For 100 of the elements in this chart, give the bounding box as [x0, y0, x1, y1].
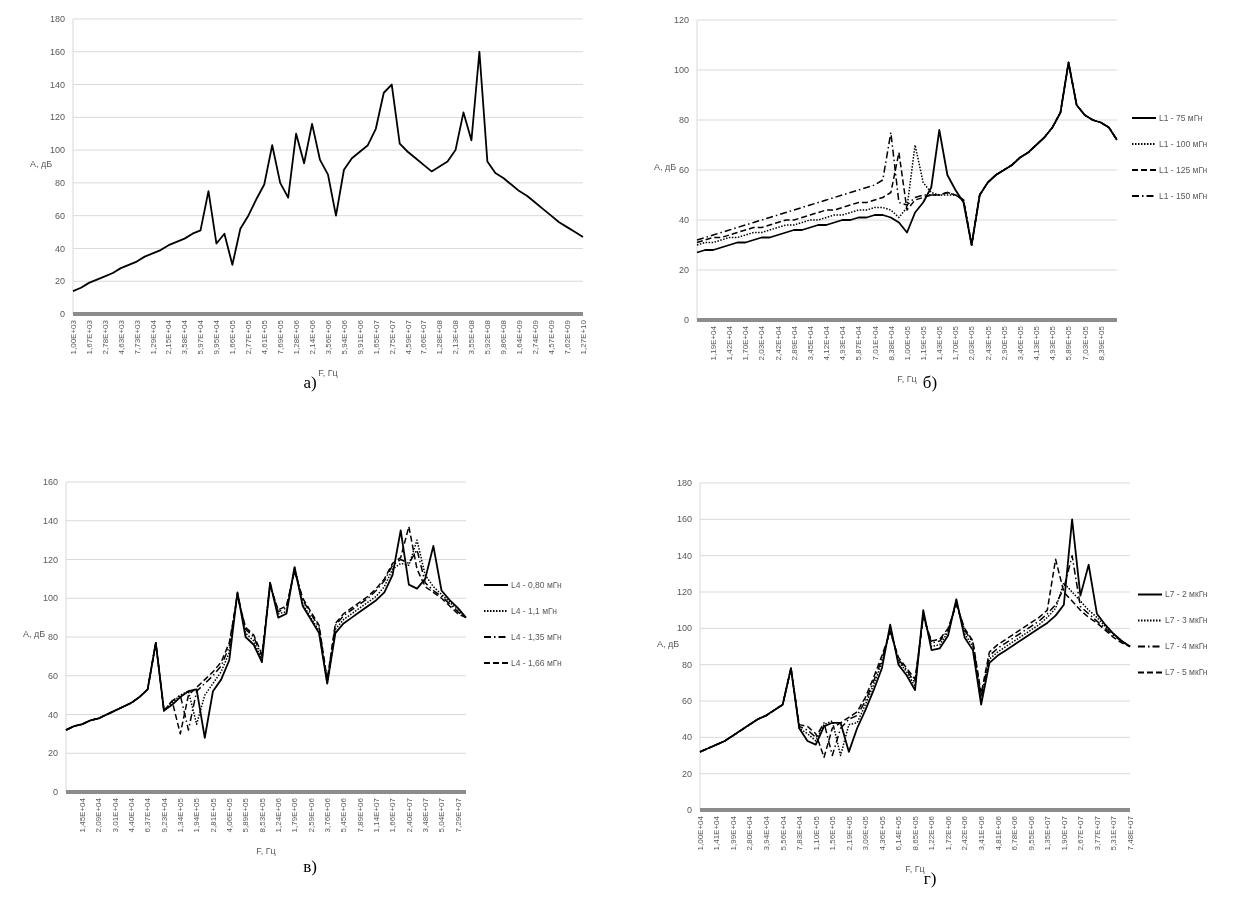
x-tick-label: 1,35E+07 — [1043, 815, 1053, 851]
y-tick-label: 140 — [676, 550, 692, 561]
x-tick-label: 4,93E+04 — [838, 325, 848, 361]
x-tick-label: 6,78E+06 — [1010, 815, 1020, 851]
x-tick-label: 2,81E+05 — [208, 797, 218, 833]
x-tick-label: 5,89E+05 — [241, 797, 251, 833]
y-tick-label: 20 — [54, 276, 65, 287]
x-tick-label: 9,55E+06 — [1026, 815, 1036, 851]
y-tick-label: 40 — [678, 215, 689, 226]
legend-label: L7 - 2 мкГн — [1165, 589, 1208, 600]
x-tick-label: 5,04E+07 — [437, 797, 447, 833]
x-tick-label: 1,66E+07 — [388, 797, 398, 833]
x-tick-label: 4,59E+07 — [403, 319, 413, 355]
y-tick-label: 60 — [47, 670, 58, 681]
x-tick-label: 1,56E+05 — [828, 815, 838, 851]
x-tick-label: 2,03E+05 — [967, 325, 977, 361]
text: б) — [922, 373, 938, 392]
x-tick-label: 2,13E+08 — [451, 319, 461, 355]
y-tick-label: 20 — [47, 748, 58, 759]
y-tick-label: 60 — [678, 165, 689, 176]
y-tick-label: 40 — [47, 709, 58, 720]
y-tick-label: 80 — [47, 632, 58, 643]
x-tick-label: 9,23E+04 — [159, 797, 169, 833]
y-tick-label: 120 — [49, 112, 65, 123]
text: в) — [303, 857, 317, 876]
legend-label: L7 - 3 мкГн — [1165, 615, 1208, 626]
x-tick-label: 2,19E+05 — [844, 815, 854, 851]
legend-label: L4 - 1,66 мГн — [511, 657, 562, 668]
x-tick-label: 1,99E+04 — [728, 815, 738, 851]
x-tick-label: 5,87E+04 — [854, 325, 864, 361]
x-tick-label: 5,45E+06 — [339, 797, 349, 833]
x-tick-label: 1,41E+04 — [712, 815, 722, 851]
y-tick-label: 100 — [49, 145, 65, 156]
x-tick-label: 7,69E+05 — [275, 319, 285, 355]
x-tick-label: 2,74E+09 — [530, 319, 540, 355]
x-tick-label: 1,67E+03 — [84, 319, 94, 355]
y-tick-label: 140 — [49, 79, 65, 90]
legend-label: L7 - 5 мкГн — [1165, 667, 1208, 678]
x-tick-label: 1,19E+04 — [708, 325, 718, 361]
x-tick-label: 1,72E+06 — [943, 815, 953, 851]
x-tick-label: 1,65E+07 — [371, 319, 381, 355]
x-tick-label: 7,29E+07 — [453, 797, 463, 833]
x-tick-label: 1,00E+04 — [695, 815, 705, 851]
y-tick-label: 80 — [678, 115, 689, 126]
x-tick-label: 3,77E+07 — [1092, 815, 1102, 851]
x-tick-label: 2,14E+06 — [307, 319, 317, 355]
x-tick-label: 4,57E+09 — [546, 319, 556, 355]
y-tick-label: 80 — [54, 178, 65, 189]
y-axis-title: А, дБ — [656, 638, 680, 649]
legend-label: L1 - 150 мГн — [1159, 190, 1208, 201]
y-tick-label: 120 — [42, 554, 58, 565]
x-tick-label: 8,39E+05 — [1096, 325, 1106, 361]
x-tick-label: 3,09E+05 — [861, 815, 871, 851]
y-tick-label: 20 — [681, 768, 692, 779]
y-tick-label: 100 — [673, 65, 689, 76]
y-tick-label: 160 — [49, 46, 65, 57]
x-tick-label: 3,41E+06 — [976, 815, 986, 851]
y-axis-title: А, дБ — [29, 158, 53, 169]
x-tick-label: 1,90E+07 — [1059, 815, 1069, 851]
x-tick-label: 7,89E+06 — [355, 797, 365, 833]
y-tick-label: 180 — [49, 14, 65, 25]
x-tick-label: 4,81E+06 — [993, 815, 1003, 851]
y-tick-label: 40 — [681, 732, 692, 743]
x-axis-title: F, Гц — [905, 864, 925, 874]
x-tick-label: 1,42E+04 — [725, 325, 735, 361]
y-tick-label: 160 — [676, 514, 692, 525]
x-axis-title: F, Гц — [897, 374, 917, 384]
y-tick-label: 20 — [678, 265, 689, 276]
x-tick-label: 1,28E+08 — [435, 319, 445, 355]
legend-label: L4 - 1,1 мГн — [511, 605, 558, 616]
x-tick-label: 1,94E+05 — [192, 797, 202, 833]
x-tick-label: 4,36E+05 — [877, 815, 887, 851]
y-tick-label: 0 — [686, 805, 692, 816]
text: г) — [923, 869, 937, 888]
x-tick-label: 2,43E+05 — [983, 325, 993, 361]
y-tick-label: 0 — [52, 787, 58, 798]
y-tick-label: 0 — [683, 315, 689, 326]
y-tick-label: 80 — [681, 659, 692, 670]
x-tick-label: 1,45E+04 — [78, 797, 88, 833]
x-tick-label: 1,79E+06 — [290, 797, 300, 833]
x-tick-label: 1,28E+06 — [291, 319, 301, 355]
x-tick-label: 2,42E+06 — [960, 815, 970, 851]
text: а) — [303, 373, 317, 392]
y-axis-title: А, дБ — [22, 629, 46, 639]
x-tick-label: 1,24E+06 — [274, 797, 284, 833]
x-tick-label: 1,27E+10 — [578, 319, 588, 355]
x-axis-title: F, Гц — [256, 846, 276, 856]
x-tick-label: 2,80E+04 — [745, 815, 755, 851]
x-tick-label: 7,83E+04 — [795, 815, 805, 851]
y-tick-label: 100 — [676, 623, 692, 634]
legend-label: L7 - 4 мкГн — [1165, 641, 1208, 652]
x-tick-label: 2,09E+04 — [94, 797, 104, 833]
y-tick-label: 140 — [42, 515, 58, 526]
x-tick-label: 1,29E+04 — [148, 319, 158, 355]
x-tick-label: 7,62E+09 — [562, 319, 572, 355]
x-tick-label: 9,86E+08 — [499, 319, 509, 355]
x-tick-label: 1,19E+05 — [918, 325, 928, 361]
y-tick-label: 60 — [54, 210, 65, 221]
x-tick-label: 7,73E+03 — [132, 319, 142, 355]
x-tick-label: 1,70E+04 — [741, 325, 751, 361]
